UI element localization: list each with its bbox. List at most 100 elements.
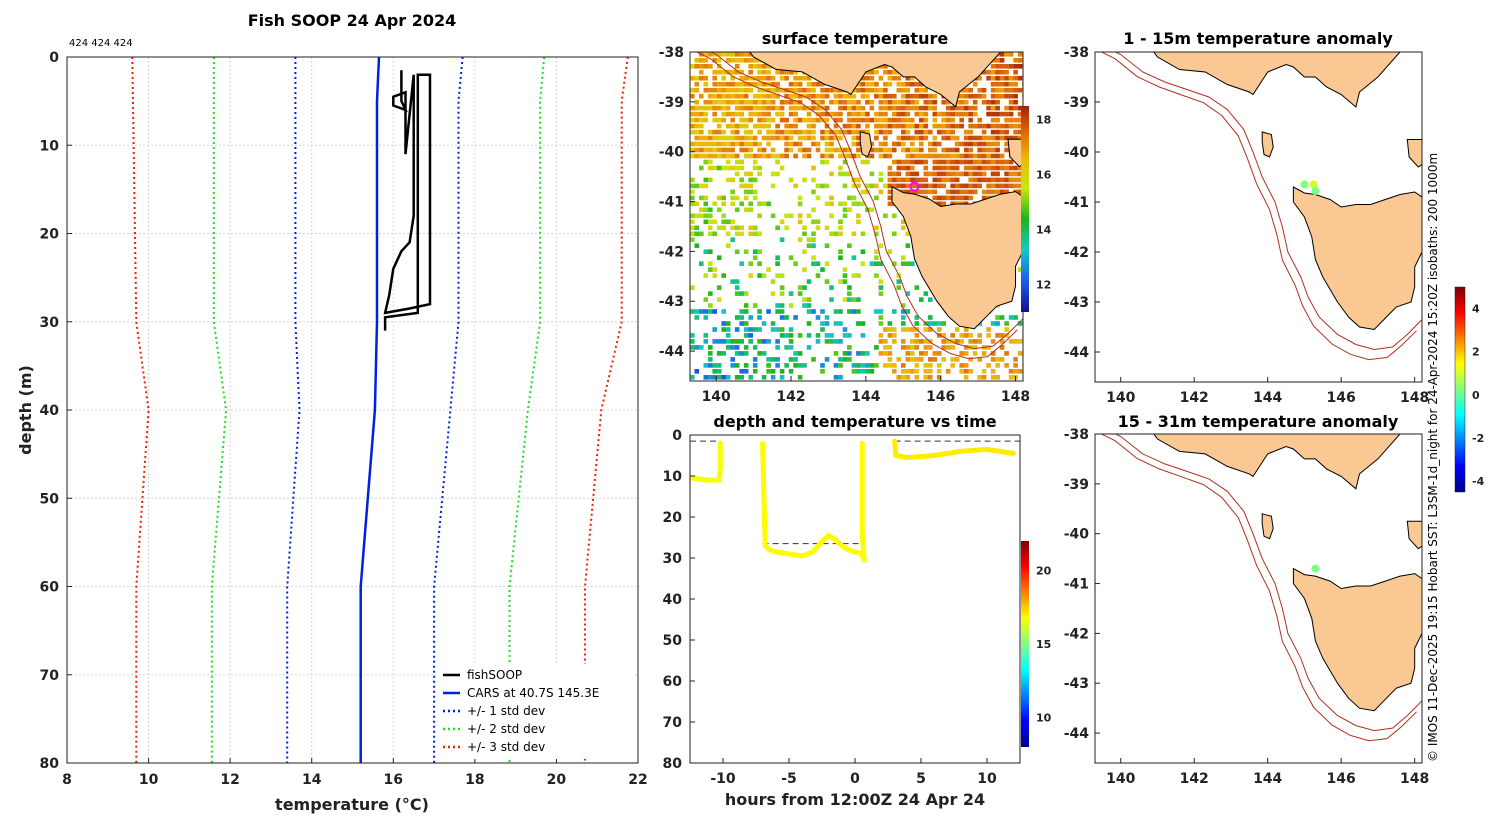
sst-pixel (690, 111, 695, 117)
sst-pixel (847, 207, 852, 213)
sst-pixel (730, 93, 735, 99)
sst-pixel (842, 267, 848, 272)
sst-pixel (860, 87, 866, 93)
sst-pixel (1004, 141, 1009, 147)
sst-pixel (743, 58, 749, 63)
sst-pixel (883, 363, 888, 368)
sst-pixel (775, 129, 780, 135)
sst-pixel (694, 123, 700, 129)
sst-pixel (1013, 369, 1018, 374)
sst-pixel (716, 81, 722, 87)
sst-pixel (959, 117, 964, 123)
sst-pixel (748, 333, 753, 338)
sst-pixel (752, 327, 758, 332)
sst-pixel (1013, 363, 1018, 368)
sst-pixel (892, 147, 897, 153)
sst-pixel (761, 351, 767, 356)
sst-pixel (699, 183, 704, 189)
sst-pixel (806, 303, 812, 308)
sst-pixel (694, 309, 700, 314)
sst-pixel (914, 315, 920, 320)
sst-pixel (708, 351, 713, 356)
sst-pixel (986, 105, 991, 111)
sst-pixel (694, 147, 700, 153)
sst-pixel (748, 141, 753, 147)
sst-pixel (784, 141, 789, 147)
sst-pixel (901, 81, 906, 87)
sst-pixel (919, 117, 924, 123)
sst-pixel (950, 123, 955, 129)
sst-pixel (761, 273, 767, 278)
sst-pixel (797, 201, 803, 207)
sst-pixel (914, 285, 920, 290)
sst-pixel (999, 177, 1005, 183)
sst-pixel (784, 117, 789, 123)
sst-pixel (1013, 64, 1018, 69)
sst-pixel (806, 111, 812, 117)
sst-pixel (990, 123, 996, 129)
sst-pixel (716, 165, 722, 171)
sst-pixel (968, 147, 973, 153)
sst-pixel (936, 153, 942, 159)
sst-pixel (824, 261, 830, 266)
sst-pixel (1008, 123, 1014, 129)
sst-pixel (990, 375, 996, 380)
y-tick-label: 40 (663, 592, 683, 608)
sst-pixel (779, 375, 785, 380)
sst-pixel (739, 58, 744, 63)
sst-pixel (748, 111, 753, 117)
sst-pixel (950, 159, 955, 165)
sst-pixel (766, 357, 771, 362)
sst-pixel (1008, 105, 1014, 111)
sst-pixel (716, 99, 722, 105)
sst-pixel (757, 111, 762, 117)
sst-pixel (941, 99, 946, 105)
sst-pixel (936, 141, 942, 147)
sst-pixel (995, 141, 1000, 147)
sst-pixel (950, 105, 955, 111)
sst-pixel (865, 159, 870, 165)
sst-pixel (919, 339, 924, 344)
sst-pixel (748, 64, 753, 69)
sst-pixel (748, 315, 753, 320)
sst-pixel (1017, 369, 1023, 374)
sst-pixel (919, 123, 924, 129)
sst-pixel (932, 141, 938, 147)
sst-pixel (896, 375, 902, 380)
sst-pixel (878, 339, 884, 344)
x-tick-label: 146 (1327, 771, 1356, 787)
sst-pixel (914, 129, 920, 135)
sst-pixel (981, 147, 987, 153)
sst-pixel (986, 159, 991, 165)
sst-pixel (699, 69, 704, 75)
sst-pixel (1008, 171, 1014, 177)
sst-pixel (892, 171, 897, 177)
sst-pixel (757, 81, 762, 87)
sst-pixel (905, 111, 911, 117)
profile-title: Fish SOOP 24 Apr 2024 (248, 11, 457, 30)
sst-pixel (721, 165, 726, 171)
sst-pixel (869, 369, 875, 374)
sst-pixel (775, 327, 780, 332)
land-flinders-island (1406, 139, 1422, 168)
sst-pixel (860, 363, 866, 368)
sst-pixel (860, 261, 866, 266)
sst-pixel (923, 129, 929, 135)
sst-pixel (739, 99, 744, 105)
sst-pixel (878, 93, 884, 99)
sst-pixel (797, 351, 803, 356)
sst-pixel (963, 135, 969, 141)
sst-pixel (914, 333, 920, 338)
sst-pixel (995, 375, 1000, 380)
sst-pixel (739, 201, 744, 207)
sst-pixel (802, 153, 807, 159)
sst-pixel (752, 105, 758, 111)
sst-pixel (752, 363, 758, 368)
sst-pixel (919, 189, 924, 195)
sst-pixel (734, 87, 740, 93)
sst-pixel (703, 111, 709, 117)
sst-pixel (999, 345, 1005, 350)
sst-pixel (779, 369, 785, 374)
sst-pixel (730, 279, 735, 284)
sst-pixel (842, 207, 848, 213)
